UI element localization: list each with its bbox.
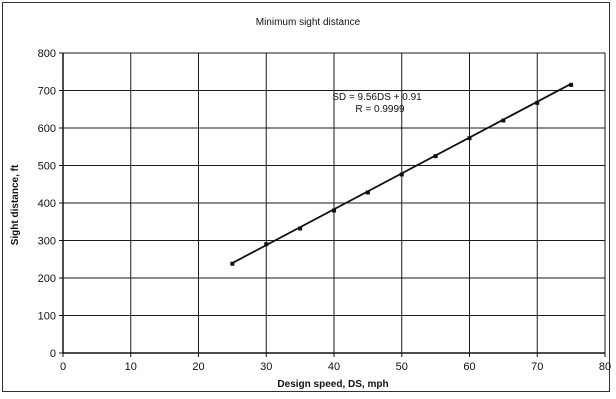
data-point: [298, 226, 303, 231]
data-point: [569, 82, 574, 87]
x-tick-label: 20: [192, 361, 204, 373]
x-tick-label: 40: [328, 361, 340, 373]
r-value-label: R = 0.9999: [355, 104, 405, 115]
y-tick-label: 500: [38, 161, 56, 173]
data-point: [501, 118, 506, 123]
x-tick-label: 50: [396, 361, 408, 373]
chart-title: Minimum sight distance: [256, 17, 361, 28]
x-tick-label: 30: [260, 361, 272, 373]
data-point: [399, 172, 404, 177]
trendline-equation: SD = 9.56DS + 0.91: [332, 92, 422, 103]
y-tick-label: 800: [38, 48, 56, 60]
data-point: [332, 208, 336, 213]
data-point: [365, 190, 370, 195]
y-tick-label: 700: [38, 86, 56, 98]
chart-frame: [2, 2, 610, 392]
data-point: [264, 242, 269, 247]
data-point: [433, 154, 438, 159]
data-points: [230, 82, 574, 266]
x-tick-label: 80: [599, 361, 611, 373]
y-tick-label: 200: [38, 273, 56, 285]
y-tick-label: 100: [38, 311, 56, 323]
x-tick-label: 60: [463, 361, 475, 373]
data-point: [230, 261, 235, 266]
y-tick-label: 400: [38, 198, 56, 210]
y-tick-label: 600: [38, 123, 56, 135]
x-tick-label: 10: [125, 361, 137, 373]
x-tick-label: 70: [531, 361, 543, 373]
data-point: [467, 136, 472, 141]
x-axis-title: Design speed, DS, mph: [277, 379, 388, 390]
data-point: [535, 100, 540, 105]
y-tick-label: 0: [50, 348, 56, 360]
y-tick-label: 300: [38, 236, 56, 248]
y-axis-title: Sight distance, ft: [10, 164, 21, 245]
axes: 0 100 200 300 400 500 600 700 800 0 10 20 30 40 50 60 70…: [38, 48, 611, 373]
x-tick-label: 0: [60, 361, 66, 373]
